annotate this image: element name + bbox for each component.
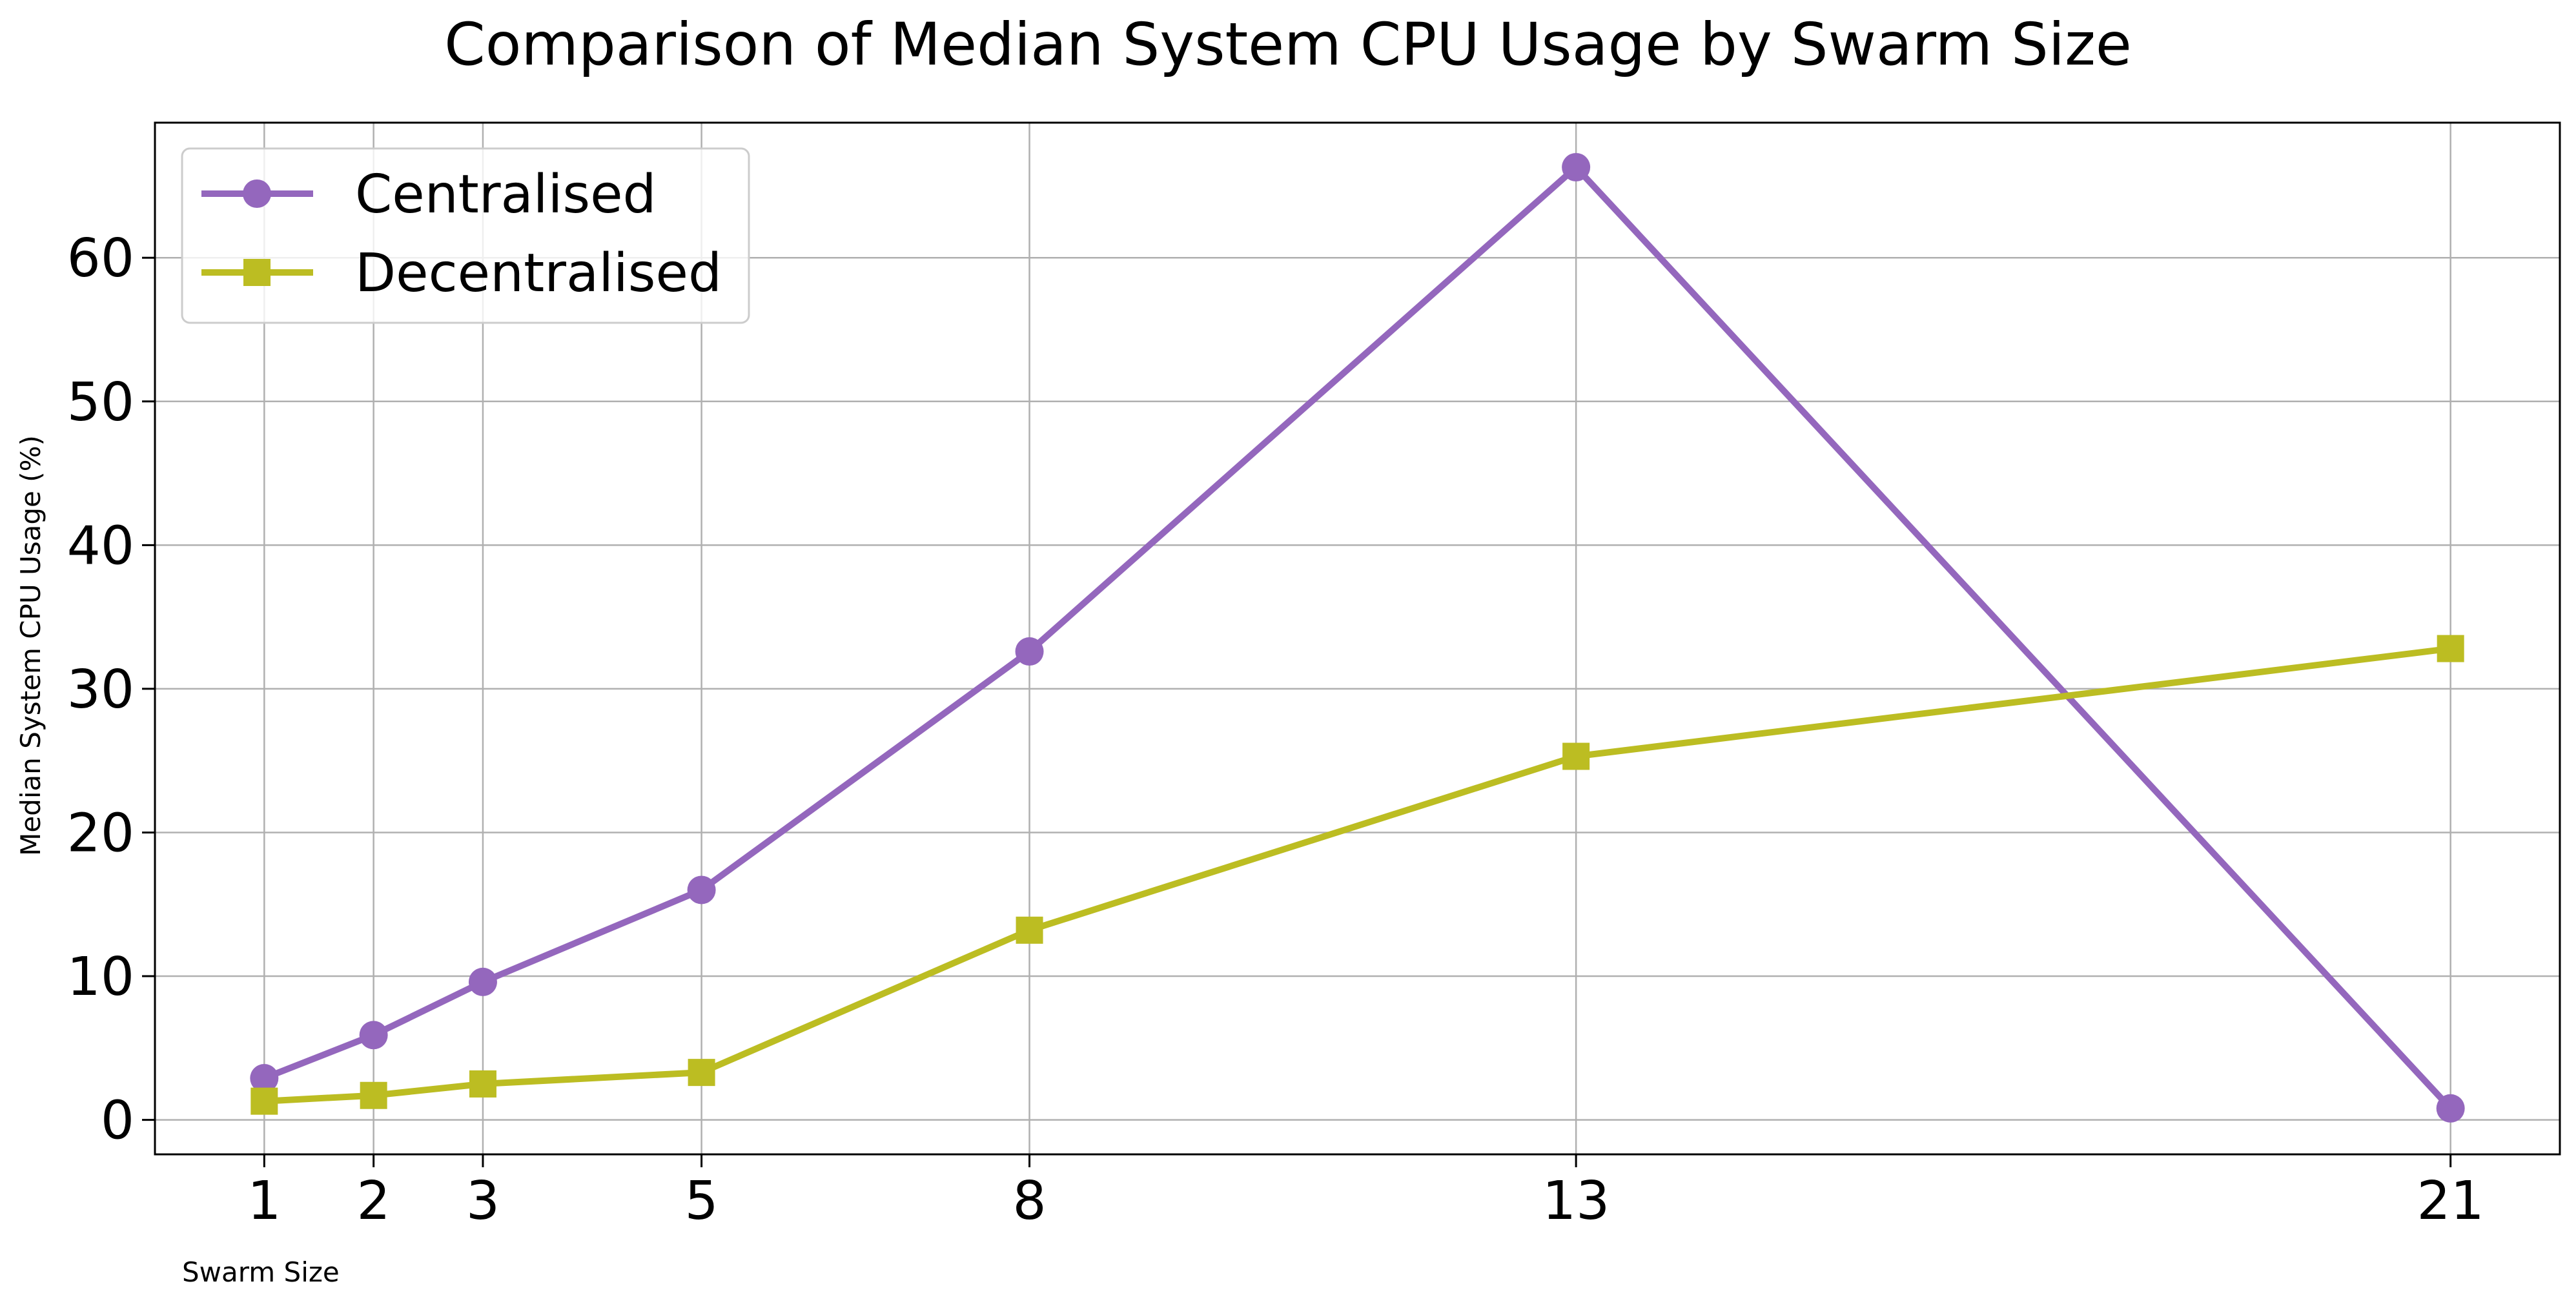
y-tick-label: 60 <box>67 228 134 289</box>
series-layer <box>250 152 2465 1123</box>
data-point-centralised <box>1562 152 1591 181</box>
data-point-centralised <box>687 875 716 904</box>
x-tick-label: 3 <box>466 1170 500 1232</box>
y-tick-label: 40 <box>67 515 134 577</box>
legend: Centralised Decentralised <box>181 147 750 324</box>
x-tick-label: 21 <box>2417 1170 2484 1232</box>
x-tick-label: 5 <box>685 1170 719 1232</box>
data-point-centralised <box>468 967 497 996</box>
plot-frame <box>154 121 2561 1156</box>
legend-box <box>181 147 750 324</box>
y-tick-label: 20 <box>67 802 134 864</box>
legend-label: Centralised <box>355 164 657 225</box>
data-point-decentralised <box>1562 742 1590 770</box>
data-point-decentralised <box>1016 916 1043 944</box>
data-point-centralised <box>359 1021 388 1050</box>
data-point-centralised <box>250 1064 279 1093</box>
legend-marker <box>243 259 271 286</box>
data-point-centralised <box>2436 1094 2465 1123</box>
data-point-centralised <box>1015 637 1044 666</box>
x-axis: 1 2 3 5 8 13 21 <box>247 1154 2484 1232</box>
legend-marker <box>243 179 271 208</box>
y-tick-label: 50 <box>67 372 134 433</box>
x-tick-label: 13 <box>1542 1170 1610 1232</box>
y-tick-label: 0 <box>101 1090 134 1152</box>
x-tick-label: 1 <box>247 1170 281 1232</box>
x-tick-label: 8 <box>1012 1170 1046 1232</box>
legend-label: Decentralised <box>355 243 722 304</box>
y-tick-label: 30 <box>67 659 134 720</box>
y-tick-label: 10 <box>67 946 134 1008</box>
data-point-decentralised <box>360 1081 387 1109</box>
y-axis: 0 10 20 30 40 50 60 <box>67 228 155 1152</box>
data-point-decentralised <box>469 1070 496 1098</box>
data-point-decentralised <box>2437 635 2464 662</box>
x-axis-label: Swarm Size <box>182 1256 340 1288</box>
legend-item-centralised: Centralised <box>201 164 657 225</box>
chart-title: Comparison of Median System CPU Usage by… <box>444 11 2132 79</box>
data-point-decentralised <box>250 1087 278 1115</box>
x-tick-label: 2 <box>357 1170 391 1232</box>
data-point-decentralised <box>688 1059 715 1087</box>
legend-item-decentralised: Decentralised <box>201 243 722 304</box>
y-axis-label: Median System CPU Usage (%) <box>15 435 46 856</box>
